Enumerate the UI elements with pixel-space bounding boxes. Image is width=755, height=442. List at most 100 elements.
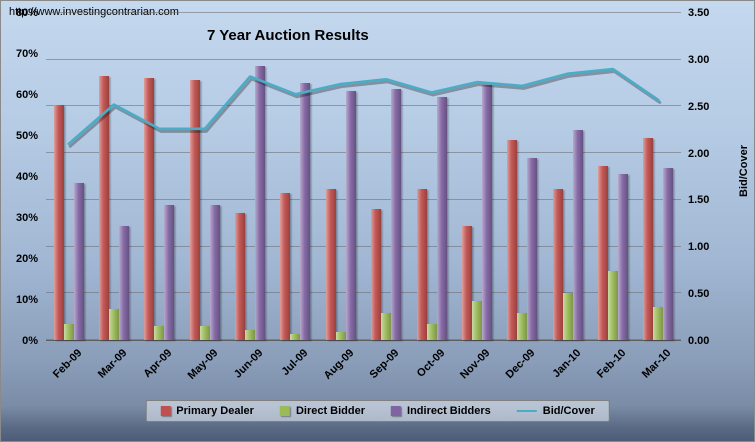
right-axis-tick: 3.50: [688, 7, 710, 19]
bar-primary-dealer: [507, 139, 518, 340]
left-axis-tick: 10%: [15, 294, 38, 306]
left-axis-labels: 0% 10% 20% 30% 40% 50% 60% 70% 80%: [1, 7, 42, 347]
bar-direct-bidder: [245, 329, 256, 340]
bar-direct-bidder: [471, 301, 482, 340]
gridline: [46, 339, 681, 340]
right-axis-tick: 2.00: [688, 147, 710, 160]
bar-primary-dealer: [280, 192, 291, 340]
plot-area: [46, 12, 681, 341]
right-axis-tick: 0.50: [688, 288, 710, 301]
gridline: [46, 12, 681, 13]
bar-indirect-bidders: [436, 96, 447, 340]
bar-direct-bidder: [517, 313, 528, 340]
bar-primary-dealer: [643, 137, 654, 340]
bar-indirect-bidders: [300, 82, 311, 340]
bar-group-jul-09: [273, 13, 318, 340]
bar-groups: [46, 13, 681, 340]
legend-swatch-primary-dealer: [160, 406, 171, 416]
right-axis-tick: 1.00: [688, 241, 710, 254]
bar-indirect-bidders: [119, 225, 130, 340]
legend-swatch-indirect-bidders: [391, 406, 402, 416]
bar-group-jan-10: [545, 13, 590, 340]
right-axis-tick: 0.00: [688, 335, 710, 347]
bar-indirect-bidders: [345, 90, 356, 340]
bar-primary-dealer: [597, 166, 608, 340]
bar-indirect-bidders: [209, 205, 220, 340]
legend-label-primary-dealer: Primary Dealer: [176, 405, 254, 417]
bar-indirect-bidders: [572, 129, 583, 340]
bar-group-jun-09: [227, 13, 272, 340]
left-axis-tick: 60%: [15, 89, 38, 101]
bar-direct-bidder: [607, 270, 618, 340]
bar-primary-dealer: [325, 188, 336, 340]
legend-label-bid-cover: Bid/Cover: [542, 405, 595, 417]
bar-indirect-bidders: [617, 174, 628, 340]
right-axis-tick: 2.50: [688, 100, 710, 113]
bar-group-mar-10: [636, 13, 681, 340]
gridline: [46, 198, 681, 200]
legend: Primary Dealer Direct Bidder Indirect Bi…: [145, 400, 610, 422]
bar-indirect-bidders: [527, 158, 538, 340]
bar-indirect-bidders: [164, 205, 175, 340]
bar-primary-dealer: [53, 104, 64, 340]
bar-indirect-bidders: [481, 84, 492, 340]
bar-direct-bidder: [562, 293, 573, 340]
bar-group-feb-09: [46, 13, 91, 340]
gridline: [46, 58, 681, 60]
bar-indirect-bidders: [391, 88, 402, 340]
bar-primary-dealer: [552, 188, 563, 340]
bar-primary-dealer: [235, 213, 246, 340]
bar-group-mar-09: [91, 13, 136, 340]
bar-primary-dealer: [416, 188, 427, 340]
bar-direct-bidder: [63, 323, 74, 340]
left-axis-tick: 70%: [15, 48, 38, 60]
bar-direct-bidder: [154, 325, 165, 340]
bar-group-apr-09: [137, 13, 182, 340]
legend-item-direct-bidder: Direct Bidder: [279, 405, 366, 417]
bar-direct-bidder: [426, 323, 437, 340]
legend-swatch-direct-bidder: [279, 406, 290, 416]
right-axis-tick: 3.00: [688, 53, 710, 66]
bar-group-may-09: [182, 13, 227, 340]
gridline: [46, 152, 681, 154]
legend-label-indirect-bidders: Indirect Bidders: [407, 405, 491, 417]
bar-direct-bidder: [335, 331, 346, 340]
bar-group-aug-09: [318, 13, 363, 340]
left-axis-tick: 40%: [15, 171, 38, 183]
left-axis-tick: 30%: [15, 212, 38, 224]
bar-primary-dealer: [461, 225, 472, 340]
bar-indirect-bidders: [663, 168, 674, 340]
bar-primary-dealer: [144, 78, 155, 340]
bar-group-sep-09: [364, 13, 409, 340]
chart-title: 7 Year Auction Results: [207, 27, 369, 44]
x-axis-label: Feb-09: [50, 347, 85, 381]
legend-item-indirect-bidders: Indirect Bidders: [391, 405, 491, 417]
legend-item-bid-cover: Bid/Cover: [516, 405, 595, 417]
bar-direct-bidder: [381, 313, 392, 340]
bar-primary-dealer: [189, 80, 200, 340]
left-axis-tick: 80%: [15, 7, 38, 19]
bar-indirect-bidders: [255, 66, 266, 340]
bar-group-dec-09: [500, 13, 545, 340]
legend-swatch-bid-cover: [516, 410, 537, 412]
bar-primary-dealer: [99, 76, 110, 340]
legend-label-direct-bidder: Direct Bidder: [295, 405, 366, 417]
right-axis-title: Bid/Cover: [738, 145, 750, 197]
left-axis-tick: 50%: [15, 130, 38, 142]
legend-item-primary-dealer: Primary Dealer: [160, 405, 254, 417]
gridline: [46, 245, 681, 247]
bar-direct-bidder: [109, 309, 120, 340]
bar-group-feb-10: [590, 13, 635, 340]
bar-group-oct-09: [409, 13, 454, 340]
bar-direct-bidder: [653, 307, 664, 340]
left-axis-tick: 0%: [22, 335, 38, 347]
right-axis-tick: 1.50: [688, 194, 710, 207]
bar-indirect-bidders: [73, 182, 84, 340]
bar-direct-bidder: [290, 333, 301, 340]
bar-primary-dealer: [371, 209, 382, 340]
x-axis-labels: Feb-09 Mar-09 Apr-09 May-09 Jun-09 Jul-09 Aug-…: [46, 345, 681, 405]
left-axis-tick: 20%: [15, 253, 38, 265]
right-axis-labels: 0.00 0.50 1.00 1.50 2.00 2.50 3.00 3.50: [685, 7, 729, 347]
gridline: [46, 292, 681, 294]
